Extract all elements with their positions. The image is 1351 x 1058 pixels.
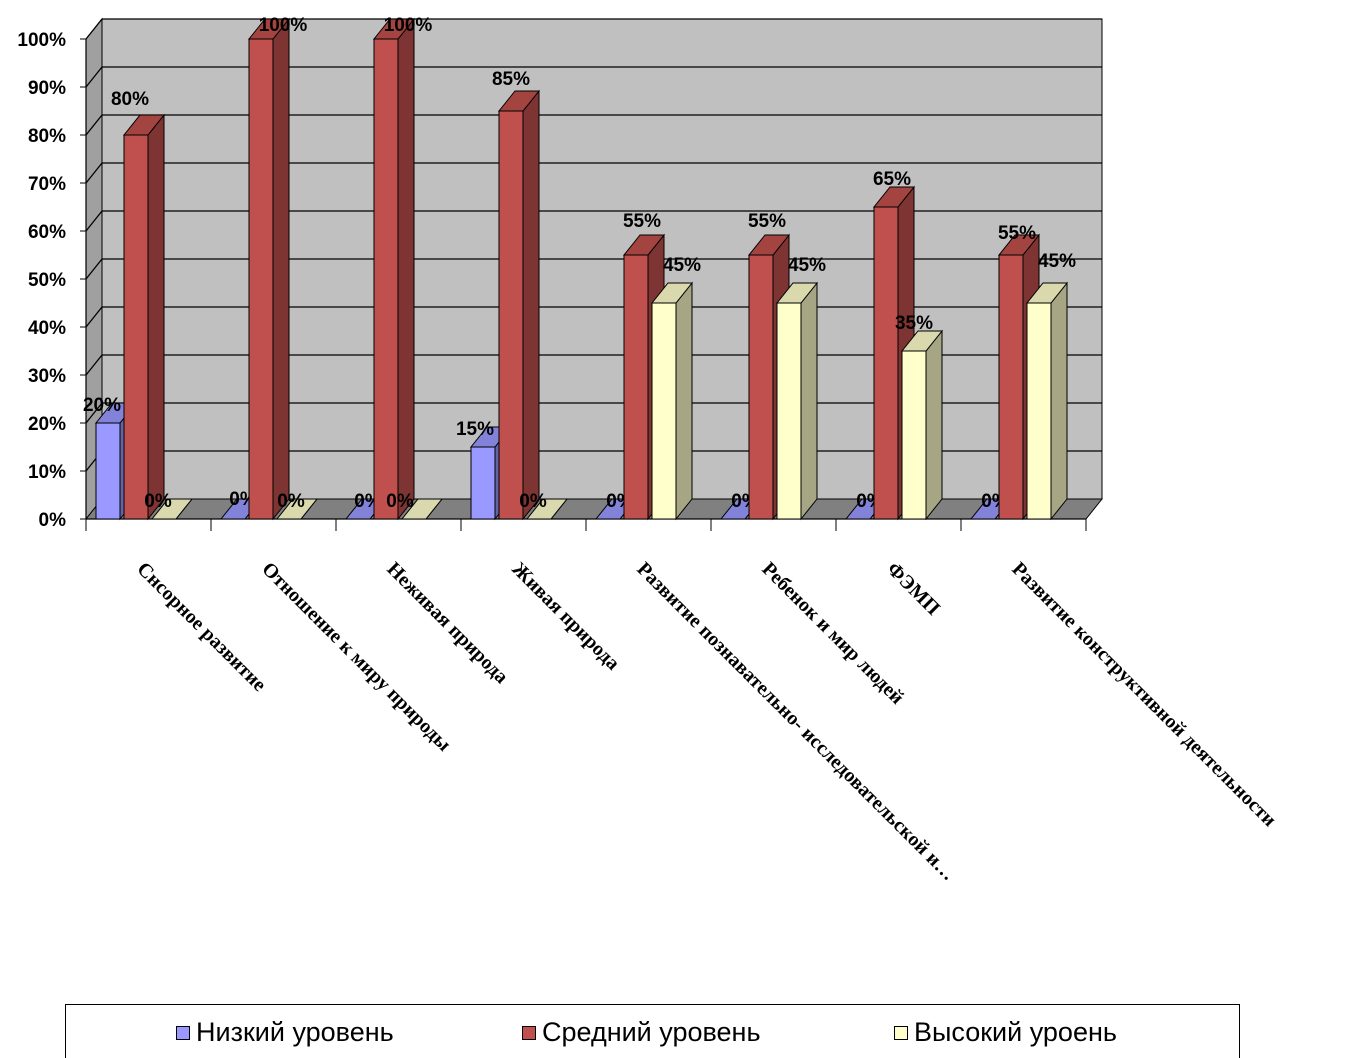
bar-side bbox=[675, 281, 693, 521]
data-label: 55% bbox=[748, 211, 786, 232]
y-tick-label: 40% bbox=[28, 318, 66, 339]
bar-top bbox=[525, 498, 569, 520]
data-label: 0% bbox=[519, 491, 547, 512]
data-label: 100% bbox=[384, 15, 433, 36]
y-tick-label: 0% bbox=[39, 510, 67, 531]
bar-top bbox=[900, 330, 944, 352]
bar-top bbox=[1025, 282, 1069, 304]
category-label: Ребенок и мир людей bbox=[757, 558, 908, 709]
legend-item-low: Низкий уровень bbox=[176, 1017, 394, 1048]
legend-label-medium: Средний уровень bbox=[542, 1017, 761, 1047]
bar-front bbox=[623, 254, 649, 520]
legend: Низкий уровень Средний уровень Высокий у… bbox=[65, 1004, 1240, 1058]
bar-top bbox=[650, 282, 694, 304]
bar-top bbox=[872, 186, 916, 208]
bar-side bbox=[800, 281, 818, 521]
y-tick-label: 60% bbox=[28, 222, 66, 243]
y-tick-label: 50% bbox=[28, 270, 66, 291]
data-label: 55% bbox=[623, 211, 661, 232]
chart-svg: 0% 10% 20% 30% 40% 50% 60% 70% 80% 90% 100% 20% 0% 0%… bbox=[17, 15, 1280, 885]
data-label: 55% bbox=[998, 223, 1036, 244]
data-label: 0% bbox=[386, 491, 414, 512]
bar-top bbox=[150, 498, 194, 520]
bar-side bbox=[522, 89, 540, 521]
bar-front bbox=[95, 422, 121, 520]
bar-top bbox=[247, 18, 291, 40]
legend-item-high: Высокий уроень bbox=[894, 1017, 1117, 1048]
bar-top bbox=[622, 234, 666, 256]
data-label: 80% bbox=[111, 89, 149, 110]
data-label: 0% bbox=[144, 491, 172, 512]
bar-side bbox=[925, 329, 943, 521]
bar-top bbox=[997, 234, 1041, 256]
bar-top bbox=[372, 18, 416, 40]
gridline bbox=[85, 114, 1102, 136]
data-label: 15% bbox=[456, 419, 494, 440]
gridline bbox=[85, 210, 1102, 232]
y-tick-label: 30% bbox=[28, 366, 66, 387]
y-tick-label: 20% bbox=[28, 414, 66, 435]
category-label: Снсорное развитие bbox=[132, 558, 270, 696]
category-label: Развитие конструктивной деятельности bbox=[1007, 558, 1280, 831]
bar-front bbox=[498, 110, 524, 520]
bar-front bbox=[470, 446, 496, 520]
bar-front bbox=[748, 254, 774, 520]
y-tick-label: 90% bbox=[28, 78, 66, 99]
bar-side bbox=[397, 17, 415, 521]
bar-front bbox=[651, 302, 677, 520]
legend-item-medium: Средний уровень bbox=[522, 1017, 761, 1048]
data-label: 45% bbox=[1038, 251, 1076, 272]
bar-front bbox=[248, 38, 274, 520]
y-tick-label: 10% bbox=[28, 462, 66, 483]
bar-side bbox=[272, 17, 290, 521]
bar-top bbox=[275, 498, 319, 520]
bar-front bbox=[1026, 302, 1052, 520]
bar-front bbox=[776, 302, 802, 520]
bar-front bbox=[873, 206, 899, 520]
data-label: 20% bbox=[83, 395, 121, 416]
legend-swatch-medium bbox=[522, 1025, 536, 1040]
bar-side bbox=[147, 113, 165, 521]
category-label: Живая природа bbox=[507, 558, 624, 675]
gridline bbox=[85, 66, 1102, 88]
bar-side bbox=[1050, 281, 1068, 521]
legend-label-high: Высокий уроень bbox=[914, 1017, 1117, 1047]
bar-top bbox=[400, 498, 444, 520]
data-label: 100% bbox=[259, 15, 308, 36]
data-label: 0% bbox=[277, 491, 305, 512]
bar-front bbox=[373, 38, 399, 520]
legend-swatch-low bbox=[176, 1025, 190, 1040]
data-label: 35% bbox=[895, 313, 933, 334]
gridline bbox=[85, 162, 1102, 184]
data-label: 45% bbox=[663, 255, 701, 276]
legend-label-low: Низкий уровень bbox=[196, 1017, 394, 1047]
bar-top bbox=[122, 114, 166, 136]
category-label: Неживая природа bbox=[382, 558, 512, 688]
y-tick-label: 80% bbox=[28, 126, 66, 147]
data-label: 65% bbox=[873, 169, 911, 190]
gridline bbox=[85, 18, 1102, 40]
bar-top bbox=[775, 282, 819, 304]
bar-front bbox=[123, 134, 149, 520]
bar-top bbox=[497, 90, 541, 112]
legend-swatch-high bbox=[894, 1025, 908, 1040]
data-label: 45% bbox=[788, 255, 826, 276]
bar-front bbox=[998, 254, 1024, 520]
data-label: 85% bbox=[492, 69, 530, 90]
bar-front bbox=[901, 350, 927, 520]
y-tick-label: 100% bbox=[17, 30, 66, 51]
y-tick-label: 70% bbox=[28, 174, 66, 195]
category-label: ФЭМП bbox=[882, 558, 944, 620]
bar-top bbox=[747, 234, 791, 256]
